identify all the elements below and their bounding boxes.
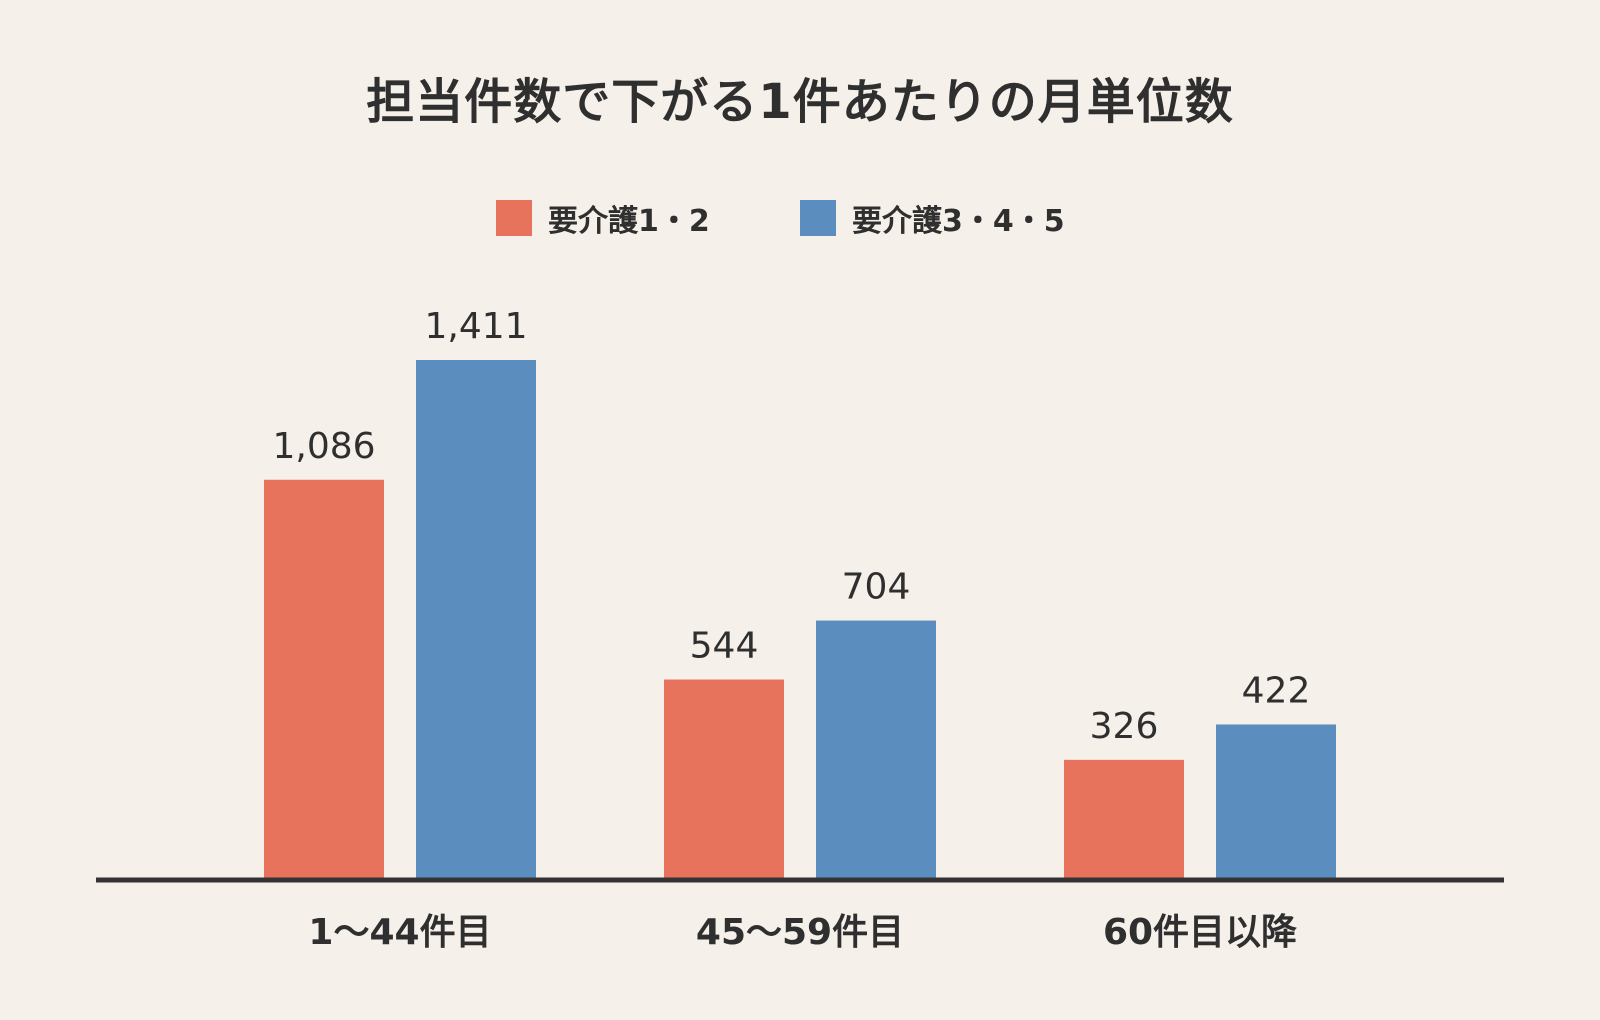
bar-1-1 [264,479,384,880]
data-label-2-1: 1,411 [424,306,527,347]
legend-item-series-2: 要介護3・4・5 [800,196,1065,240]
x-tick-label-2: 45〜59件目 [696,912,904,953]
legend-swatch-series-1 [496,200,532,236]
x-tick-label-3: 60件目以降 [1103,912,1297,953]
bar-2-1 [416,360,536,880]
legend-label-series-2: 要介護3・4・5 [852,204,1065,239]
data-label-1-3: 326 [1090,706,1159,747]
data-label-1-2: 544 [690,626,759,667]
x-tick-label-1: 1〜44件目 [308,912,491,953]
chart-title: 担当件数で下がる1件あたりの月単位数 [366,74,1234,130]
bar-2-2 [816,620,936,880]
data-label-2-3: 422 [1242,670,1311,711]
data-label-2-2: 704 [842,567,911,608]
data-label-1-1: 1,086 [272,426,375,467]
bar-2-3 [1216,724,1336,880]
legend-item-series-1: 要介護1・2 [496,196,710,240]
bar-1-2 [664,679,784,880]
legend-label-series-1: 要介護1・2 [548,204,710,239]
bar-1-3 [1064,759,1184,880]
legend-swatch-series-2 [800,200,836,236]
chart-legend: 要介護1・2 要介護3・4・5 [0,196,1600,240]
